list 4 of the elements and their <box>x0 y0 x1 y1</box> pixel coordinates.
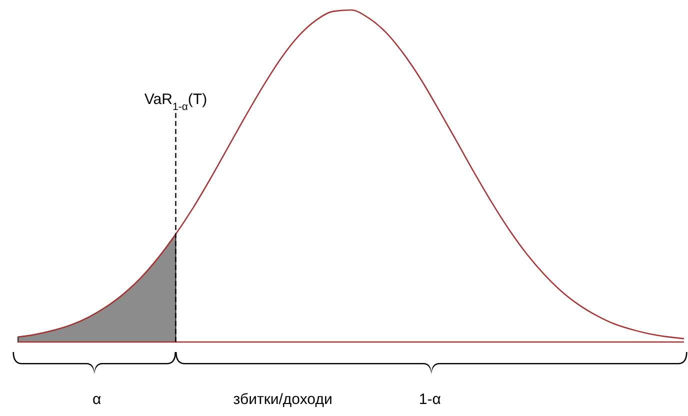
text: 1-α <box>418 391 442 408</box>
annotation: VaR$_{1-α}$(T) <box>144 91 208 113</box>
text: збитки/доходи <box>233 391 332 408</box>
text: α <box>92 391 102 408</box>
